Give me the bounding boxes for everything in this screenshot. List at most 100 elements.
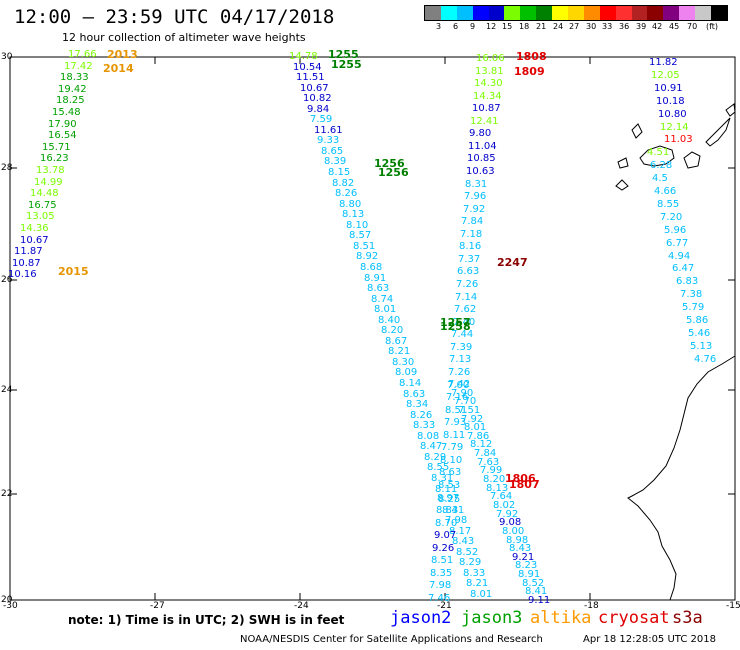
legend-label: 21 (536, 22, 547, 31)
wave-height-value: 10.63 (466, 166, 495, 177)
wave-height-value: 16.75 (28, 200, 57, 211)
legend-label: 70 (687, 22, 698, 31)
wave-height-value: 14.48 (30, 188, 59, 199)
wave-height-value: 10.16 (8, 269, 37, 280)
wave-height-value: 4.76 (694, 354, 717, 365)
wave-height-value: 8.74 (371, 294, 394, 305)
legend-label: 36 (619, 22, 630, 31)
wave-height-value: 10.54 (293, 62, 322, 73)
island-la-palma (631, 123, 643, 139)
wave-height-value: 11.03 (664, 134, 693, 145)
pass-number-label: 1807 (509, 478, 540, 491)
legend-label: 18 (519, 22, 530, 31)
wave-height-value: 8.01 (470, 589, 493, 600)
wave-height-value: 8.08 (417, 431, 440, 442)
wave-height-value: 7.92 (463, 204, 486, 215)
wave-height-value: 10.18 (656, 96, 685, 107)
wave-height-value: 6.63 (457, 266, 480, 277)
wave-height-value: 4.66 (654, 186, 677, 197)
wave-height-value: 7.44 (451, 329, 474, 340)
wave-height-value: 8.63 (403, 389, 426, 400)
wave-height-value: 8.00 (502, 526, 525, 537)
x-tick-label: -24 (294, 601, 309, 611)
wave-height-value: 8.55 (427, 462, 450, 473)
pass-number-label: 1256 (378, 166, 409, 179)
wave-height-value: 16.54 (48, 130, 77, 141)
legend-label: 12 (486, 22, 497, 31)
legend-swatch (456, 6, 473, 20)
island-gran-canaria (683, 151, 701, 169)
x-tick-label: -15 (726, 601, 740, 611)
wave-height-value: 9.33 (317, 135, 340, 146)
wave-height-value: 8.15 (328, 167, 351, 178)
wave-height-value: 8.47 (420, 441, 443, 452)
pass-number-label: 2013 (107, 48, 138, 61)
wave-height-value: 14.30 (474, 78, 503, 89)
wave-height-value: 10.82 (303, 93, 332, 104)
wave-height-value: 7.46 (428, 593, 451, 604)
wave-height-value: 8.55 (657, 199, 680, 210)
island-fuerteventura (705, 117, 731, 147)
y-tick-label: 26 (1, 275, 13, 285)
y-tick-label: 24 (1, 385, 13, 395)
wave-height-value: 8.11 (443, 430, 466, 441)
wave-height-value: 7.20 (660, 212, 683, 223)
wave-height-value: 8.10 (440, 455, 463, 466)
wave-height-value: 8.21 (388, 346, 411, 357)
wave-height-value: 8.26 (335, 188, 358, 199)
wave-height-value: 8.31 (431, 473, 454, 484)
wave-height-value: 7.98 (429, 580, 452, 591)
wave-height-value: 9.84 (307, 104, 330, 115)
pass-number-label: 1808 (516, 50, 547, 63)
wave-height-value: 8.12 (470, 439, 493, 450)
wave-height-value: 5.86 (686, 315, 709, 326)
wave-height-value: 7.70 (454, 396, 477, 407)
wave-height-value: 7.93 (444, 417, 467, 428)
legend-swatch (583, 6, 600, 20)
wave-height-value: 11.51 (296, 72, 325, 83)
wave-height-value: 7.62 (454, 304, 477, 315)
wave-height-value: 6.77 (666, 238, 689, 249)
wave-height-value: 8.20 (483, 474, 506, 485)
wave-height-value: 8.26 (410, 410, 433, 421)
x-tick-label: -18 (584, 601, 599, 611)
wave-height-value: 13.81 (475, 66, 504, 77)
wave-height-value: 8.17 (449, 526, 472, 537)
wave-height-value: 6.47 (672, 263, 695, 274)
satellite-label-s3a: s3a (672, 608, 703, 628)
map-subtitle: 12 hour collection of altimeter wave hei… (62, 31, 306, 44)
wave-height-value: 10.80 (658, 109, 687, 120)
wave-height-value: 7.51 (458, 405, 481, 416)
wave-height-value: 7.98 (445, 515, 468, 526)
wave-height-value: 7.92 (496, 509, 519, 520)
wave-height-value: 7.59 (310, 114, 333, 125)
satellite-label-cryosat: cryosat (598, 608, 670, 628)
satellite-label-jason2: jason2 (390, 608, 452, 628)
legend-swatch (504, 6, 521, 20)
wave-height-value: 8.01 (464, 422, 487, 433)
pass-number-label: 1806 (505, 472, 536, 485)
legend-label: 9 (470, 22, 476, 31)
wave-height-value: 7.38 (680, 289, 703, 300)
wave-height-value: 11.82 (649, 57, 678, 68)
wave-height-value: 8.13 (486, 483, 509, 494)
legend-swatch (568, 6, 584, 20)
legend-swatch (440, 6, 457, 20)
wave-height-value: 8.33 (463, 568, 486, 579)
legend-swatch (599, 6, 616, 20)
wave-height-value: 10.91 (654, 83, 683, 94)
wave-height-value: 8.43 (509, 543, 532, 554)
wave-height-value: 11.04 (468, 141, 497, 152)
legend-label: 30 (586, 22, 597, 31)
legend-swatch (425, 6, 441, 20)
legend-swatch (472, 6, 489, 20)
pass-number-label: 1255 (328, 48, 359, 61)
wave-height-value: 12.41 (470, 116, 499, 127)
satellite-label-jason3: jason3 (461, 608, 523, 628)
wave-height-value: 8.20 (381, 325, 404, 336)
wave-height-value: 8.57 (349, 230, 372, 241)
wave-height-value: 10.67 (20, 235, 49, 246)
pass-number-label: 2247 (497, 256, 528, 269)
wave-height-value: 7.79 (441, 442, 464, 453)
